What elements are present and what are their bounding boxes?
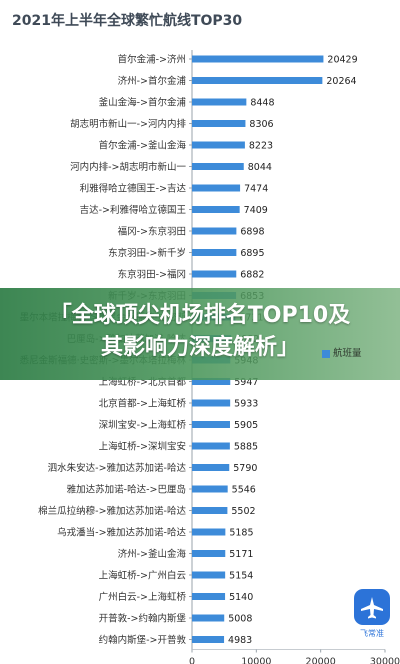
bar: [192, 98, 247, 106]
category-label: 雅加达苏加诺-哈达->巴厘岛: [67, 484, 186, 496]
bar: [192, 227, 237, 235]
data-label: 8223: [249, 141, 273, 152]
category-label: 上海虹桥->广州白云: [99, 570, 186, 582]
bar: [192, 55, 324, 63]
bar: [192, 249, 237, 256]
logo-text: 飞常准: [360, 629, 384, 638]
category-label: 棉兰瓜拉纳穆->雅加达苏加诺-哈达: [38, 505, 186, 517]
data-label: 5790: [233, 463, 257, 474]
data-label: 5154: [229, 571, 253, 582]
data-label: 20429: [327, 55, 357, 66]
bar: [192, 399, 231, 407]
category-label: 河内内排->胡志明市新山一: [70, 161, 186, 173]
x-tick-label: 0: [189, 657, 195, 664]
category-label: 约翰内斯堡->开普敦: [99, 634, 187, 646]
brand-logo: 飞常准: [352, 589, 392, 647]
data-label: 5885: [234, 442, 258, 453]
category-label: 济州->首尔金浦: [118, 75, 187, 87]
x-tick-label: 30000: [370, 657, 400, 664]
data-label: 5171: [229, 549, 253, 560]
bar: [192, 464, 230, 471]
bar: [192, 163, 244, 170]
x-tick-label: 10000: [241, 657, 271, 664]
data-label: 5947: [234, 377, 258, 388]
data-label: 5905: [234, 420, 258, 431]
data-label: 7409: [244, 205, 268, 216]
bar: [192, 442, 230, 450]
data-label: 5140: [229, 592, 253, 603]
category-label: 泗水朱安达->雅加达苏加诺-哈达: [48, 462, 187, 474]
category-label: 釜山金海->首尔金浦: [99, 97, 187, 109]
category-label: 深圳宝安->上海虹桥: [99, 419, 187, 431]
bar: [192, 270, 237, 278]
bar: [192, 614, 225, 622]
category-label: 首尔金浦->济州: [118, 54, 186, 66]
data-label: 5008: [228, 614, 252, 625]
category-label: 广州白云->上海虹桥: [99, 591, 187, 603]
data-label: 20264: [326, 76, 356, 87]
data-label: 7474: [244, 184, 268, 195]
bar: [192, 528, 226, 536]
data-label: 6895: [240, 248, 264, 259]
bar: [192, 593, 226, 600]
bar: [192, 571, 226, 579]
bar: [192, 636, 225, 643]
overlay-line-1: 「全球顶尖机场排名TOP10及: [49, 303, 351, 328]
chart-title: 2021年上半年全球繁忙航线TOP30: [12, 13, 243, 29]
category-label: 东京羽田->新千岁: [108, 247, 186, 259]
data-label: 6882: [240, 270, 264, 281]
data-label: 5546: [232, 485, 256, 496]
category-label: 首尔金浦->釜山金海: [99, 140, 187, 152]
category-label: 胡志明市新山一->河内内排: [70, 118, 186, 130]
overlay-line-2: 其影响力深度解析」: [100, 335, 299, 360]
bar: [192, 206, 240, 213]
legend-label: 航班量: [333, 348, 362, 359]
bar: [192, 120, 246, 127]
bar: [192, 77, 323, 84]
legend-swatch: [322, 349, 330, 358]
data-label: 5502: [231, 506, 255, 517]
x-tick-label: 20000: [306, 657, 336, 664]
category-label: 乌戎潘当->雅加达苏加诺-哈达: [57, 527, 186, 539]
category-label: 上海虹桥->深圳宝安: [99, 441, 186, 453]
bar: [192, 378, 231, 385]
bar: [192, 184, 241, 192]
category-label: 吉达->利雅得哈立德国王: [80, 204, 187, 216]
airplane-icon: [354, 589, 390, 625]
category-label: 东京羽田->福冈: [118, 269, 186, 281]
overlay-banner: [0, 288, 400, 380]
category-label: 利雅得哈立德国王->吉达: [80, 183, 187, 195]
data-label: 6898: [240, 227, 264, 238]
data-label: 5933: [234, 399, 258, 410]
category-label: 开普敦->约翰内斯堡: [99, 613, 187, 625]
bar: [192, 485, 228, 493]
category-label: 福冈->东京羽田: [118, 226, 186, 238]
data-label: 8306: [249, 119, 273, 130]
chart-legend: 航班量: [322, 345, 362, 359]
data-label: 8044: [248, 162, 272, 173]
category-label: 北京首都->上海虹桥: [99, 398, 187, 410]
data-label: 4983: [228, 635, 252, 646]
data-label: 8448: [250, 98, 274, 109]
overlay-headline: 「全球顶尖机场排名TOP10及 其影响力深度解析」: [0, 300, 400, 364]
category-label: 济州->釜山金海: [118, 548, 187, 560]
bar: [192, 141, 245, 149]
data-label: 5185: [229, 528, 253, 539]
bar: [192, 421, 230, 428]
bar: [192, 550, 226, 557]
bar: [192, 507, 228, 514]
